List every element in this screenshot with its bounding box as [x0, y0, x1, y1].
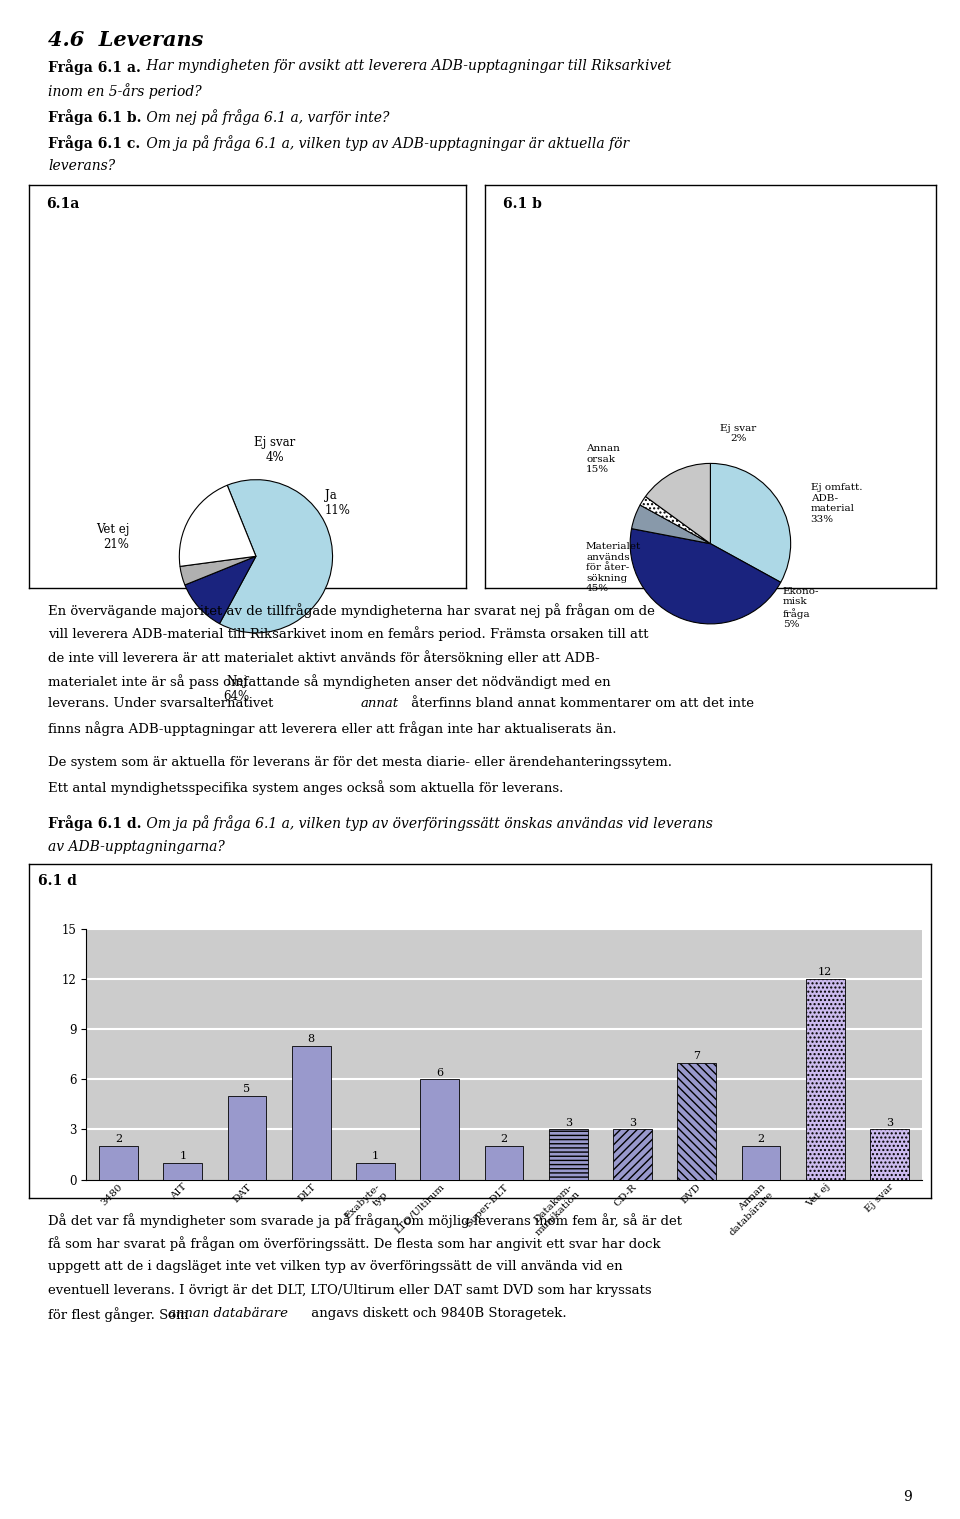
Text: Fråga 6.1 d.: Fråga 6.1 d.: [48, 816, 141, 831]
Text: Ett antal myndighetsspecifika system anges också som aktuella för leverans.: Ett antal myndighetsspecifika system ang…: [48, 779, 564, 794]
Text: 3: 3: [629, 1118, 636, 1127]
Text: De system som är aktuella för leverans är för det mesta diarie- eller ärendehant: De system som är aktuella för leverans ä…: [48, 756, 672, 769]
Text: få som har svarat på frågan om överföringssätt. De flesta som har angivit ett sv: få som har svarat på frågan om överförin…: [48, 1236, 660, 1252]
Text: 6.1 d: 6.1 d: [37, 873, 77, 887]
Text: Ej svar
4%: Ej svar 4%: [254, 436, 296, 465]
Text: 5: 5: [244, 1085, 251, 1094]
Bar: [485, 1147, 523, 1180]
Wedge shape: [645, 463, 710, 544]
Text: annan databärare: annan databärare: [168, 1308, 288, 1320]
Bar: [163, 1164, 202, 1180]
Text: 6: 6: [436, 1068, 444, 1077]
Text: uppgett att de i dagsläget inte vet vilken typ av överföringssätt de vill använd: uppgett att de i dagsläget inte vet vilk…: [48, 1261, 623, 1273]
Bar: [420, 1080, 459, 1180]
Text: Om ja på fråga 6.1 a, vilken typ av ADB-upptagningar är aktuella för: Om ja på fråga 6.1 a, vilken typ av ADB-…: [142, 135, 629, 150]
Text: inom en 5-års period?: inom en 5-års period?: [48, 84, 202, 99]
Text: Ej svar
2%: Ej svar 2%: [720, 424, 756, 444]
Text: Ja
11%: Ja 11%: [324, 489, 350, 516]
Text: Ej omfatt.
ADB-
material
33%: Ej omfatt. ADB- material 33%: [810, 483, 862, 524]
Text: 2: 2: [757, 1135, 764, 1144]
Text: 4.6  Leverans: 4.6 Leverans: [48, 30, 204, 50]
Text: annat: annat: [361, 697, 399, 711]
Text: Fråga 6.1 b.: Fråga 6.1 b.: [48, 109, 141, 125]
Bar: [870, 1130, 909, 1180]
Text: Då det var få myndigheter som svarade ja på frågan om möjlig leverans inom fem å: Då det var få myndigheter som svarade ja…: [48, 1214, 682, 1227]
Text: Nej
64%: Nej 64%: [224, 674, 250, 703]
Text: 12: 12: [818, 968, 832, 977]
Text: 6.1a: 6.1a: [46, 197, 80, 211]
Bar: [549, 1130, 588, 1180]
Wedge shape: [180, 556, 256, 585]
Wedge shape: [185, 556, 256, 624]
Text: En övervägande majoritet av de tillfrågade myndigheterna har svarat nej på fråga: En övervägande majoritet av de tillfråga…: [48, 603, 655, 618]
Text: Har myndigheten för avsikt att leverera ADB-upptagningar till Riksarkivet: Har myndigheten för avsikt att leverera …: [142, 59, 671, 73]
Bar: [678, 1063, 716, 1180]
Wedge shape: [220, 480, 332, 633]
Text: 3: 3: [564, 1118, 572, 1127]
Text: 2: 2: [500, 1135, 508, 1144]
Text: materialet inte är så pass omfattande så myndigheten anser det nödvändigt med en: materialet inte är så pass omfattande så…: [48, 674, 611, 688]
Bar: [356, 1164, 395, 1180]
Bar: [806, 980, 845, 1180]
Text: Om ja på fråga 6.1 a, vilken typ av överföringssätt önskas användas vid leverans: Om ja på fråga 6.1 a, vilken typ av över…: [142, 816, 713, 831]
Text: 8: 8: [308, 1034, 315, 1044]
Wedge shape: [710, 463, 791, 582]
Text: de inte vill leverera är att materialet aktivt används för återsökning eller att: de inte vill leverera är att materialet …: [48, 650, 600, 665]
Text: Materialet
används
för åter-
sökning
45%: Materialet används för åter- sökning 45%: [586, 542, 641, 592]
Wedge shape: [180, 485, 256, 567]
Text: angavs diskett och 9840B Storagetek.: angavs diskett och 9840B Storagetek.: [307, 1308, 566, 1320]
Text: återfinns bland annat kommentarer om att det inte: återfinns bland annat kommentarer om att…: [407, 697, 754, 711]
Bar: [99, 1147, 138, 1180]
Text: 6.1 b: 6.1 b: [503, 197, 541, 211]
Text: 2: 2: [115, 1135, 122, 1144]
Text: leverans?: leverans?: [48, 159, 115, 173]
Text: vill leverera ADB-material till Riksarkivet inom en femårs period. Främsta orsak: vill leverera ADB-material till Riksarki…: [48, 627, 649, 641]
Text: Om nej på fråga 6.1 a, varför inte?: Om nej på fråga 6.1 a, varför inte?: [142, 109, 390, 125]
Text: finns några ADB-upptagningar att leverera eller att frågan inte har aktualiserat: finns några ADB-upptagningar att leverer…: [48, 722, 616, 735]
Text: Fråga 6.1 a.: Fråga 6.1 a.: [48, 59, 141, 74]
Text: 3: 3: [886, 1118, 893, 1127]
Text: Vet ej
21%: Vet ej 21%: [96, 523, 130, 551]
Text: 9: 9: [903, 1490, 912, 1504]
Wedge shape: [640, 497, 710, 544]
Bar: [742, 1147, 780, 1180]
Bar: [292, 1047, 330, 1180]
Bar: [228, 1097, 266, 1180]
Text: Ekono-
misk
fråga
5%: Ekono- misk fråga 5%: [782, 586, 819, 629]
Text: av ADB-upptagningarna?: av ADB-upptagningarna?: [48, 840, 225, 854]
Text: Annan
orsak
15%: Annan orsak 15%: [586, 445, 620, 474]
Text: leverans. Under svarsalternativet: leverans. Under svarsalternativet: [48, 697, 277, 711]
Text: 1: 1: [372, 1151, 379, 1161]
Text: för flest gånger. Som: för flest gånger. Som: [48, 1308, 193, 1322]
Text: Fråga 6.1 c.: Fråga 6.1 c.: [48, 135, 140, 150]
Text: 7: 7: [693, 1051, 700, 1060]
Wedge shape: [630, 529, 780, 624]
Wedge shape: [632, 504, 710, 544]
Text: eventuell leverans. I övrigt är det DLT, LTO/Ultirum eller DAT samt DVD som har : eventuell leverans. I övrigt är det DLT,…: [48, 1284, 652, 1297]
Text: 1: 1: [180, 1151, 186, 1161]
Bar: [613, 1130, 652, 1180]
